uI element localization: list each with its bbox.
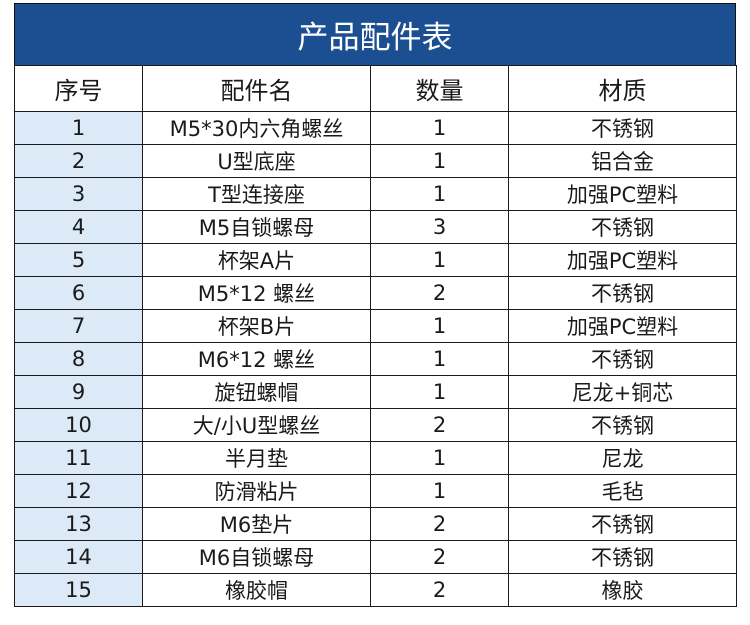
quantity: 1: [370, 441, 509, 475]
table-row: 12 防滑粘片 1 毛毡: [14, 474, 737, 508]
part-name: 旋钮螺帽: [142, 375, 371, 409]
part-name: 大/小U型螺丝: [142, 408, 371, 442]
material: 不锈钢: [508, 111, 737, 145]
material: 毛毡: [508, 474, 737, 508]
material: 不锈钢: [508, 540, 737, 574]
part-name: M6*12 螺丝: [142, 342, 371, 376]
table-row: 9 旋钮螺帽 1 尼龙+铜芯: [14, 375, 737, 409]
quantity: 2: [370, 540, 509, 574]
quantity: 2: [370, 408, 509, 442]
row-index: 8: [14, 342, 143, 376]
row-index: 3: [14, 177, 143, 211]
parts-grid: 序号 配件名 数量 材质 1 M5*30内六角螺丝 1 不锈钢 2 U型底座 1 铝合金 3 T型…: [14, 65, 737, 607]
row-index: 7: [14, 309, 143, 343]
part-name: 半月垫: [142, 441, 371, 475]
row-index: 1: [14, 111, 143, 145]
part-name: 橡胶帽: [142, 573, 371, 607]
quantity: 1: [370, 375, 509, 409]
part-name: 杯架A片: [142, 243, 371, 277]
header-index: 序号: [14, 65, 143, 112]
part-name: 杯架B片: [142, 309, 371, 343]
row-index: 6: [14, 276, 143, 310]
table-row: 6 M5*12 螺丝 2 不锈钢: [14, 276, 737, 310]
quantity: 2: [370, 507, 509, 541]
material: 不锈钢: [508, 408, 737, 442]
row-index: 4: [14, 210, 143, 244]
quantity: 1: [370, 243, 509, 277]
material: 不锈钢: [508, 342, 737, 376]
material: 不锈钢: [508, 507, 737, 541]
part-name: M6自锁螺母: [142, 540, 371, 574]
quantity: 3: [370, 210, 509, 244]
quantity: 1: [370, 144, 509, 178]
header-material: 材质: [508, 65, 737, 112]
table-row: 7 杯架B片 1 加强PC塑料: [14, 309, 737, 343]
table-title: 产品配件表: [14, 3, 736, 65]
material: 加强PC塑料: [508, 243, 737, 277]
table-row: 10 大/小U型螺丝 2 不锈钢: [14, 408, 737, 442]
table-row: 8 M6*12 螺丝 1 不锈钢: [14, 342, 737, 376]
part-name: M5*12 螺丝: [142, 276, 371, 310]
quantity: 1: [370, 474, 509, 508]
row-index: 13: [14, 507, 143, 541]
quantity: 2: [370, 573, 509, 607]
quantity: 2: [370, 276, 509, 310]
part-name: M5*30内六角螺丝: [142, 111, 371, 145]
row-index: 5: [14, 243, 143, 277]
quantity: 1: [370, 177, 509, 211]
table-row: 13 M6垫片 2 不锈钢: [14, 507, 737, 541]
part-name: M5自锁螺母: [142, 210, 371, 244]
part-name: U型底座: [142, 144, 371, 178]
parts-table: 产品配件表 序号 配件名 数量 材质 1 M5*30内六角螺丝 1 不锈钢 2 U型底座 1…: [14, 3, 737, 607]
quantity: 1: [370, 111, 509, 145]
quantity: 1: [370, 342, 509, 376]
material: 橡胶: [508, 573, 737, 607]
material: 尼龙: [508, 441, 737, 475]
material: 不锈钢: [508, 210, 737, 244]
row-index: 15: [14, 573, 143, 607]
material: 铝合金: [508, 144, 737, 178]
row-index: 9: [14, 375, 143, 409]
quantity: 1: [370, 309, 509, 343]
part-name: 防滑粘片: [142, 474, 371, 508]
row-index: 12: [14, 474, 143, 508]
header-row: 序号 配件名 数量 材质: [14, 65, 737, 112]
table-row: 14 M6自锁螺母 2 不锈钢: [14, 540, 737, 574]
material: 尼龙+铜芯: [508, 375, 737, 409]
table-row: 2 U型底座 1 铝合金: [14, 144, 737, 178]
material: 加强PC塑料: [508, 309, 737, 343]
table-row: 4 M5自锁螺母 3 不锈钢: [14, 210, 737, 244]
row-index: 2: [14, 144, 143, 178]
table-row: 15 橡胶帽 2 橡胶: [14, 573, 737, 607]
row-index: 10: [14, 408, 143, 442]
table-row: 11 半月垫 1 尼龙: [14, 441, 737, 475]
material: 不锈钢: [508, 276, 737, 310]
row-index: 14: [14, 540, 143, 574]
material: 加强PC塑料: [508, 177, 737, 211]
table-row: 5 杯架A片 1 加强PC塑料: [14, 243, 737, 277]
table-row: 1 M5*30内六角螺丝 1 不锈钢: [14, 111, 737, 145]
table-row: 3 T型连接座 1 加强PC塑料: [14, 177, 737, 211]
row-index: 11: [14, 441, 143, 475]
header-quantity: 数量: [370, 65, 509, 112]
part-name: M6垫片: [142, 507, 371, 541]
header-part-name: 配件名: [142, 65, 371, 112]
part-name: T型连接座: [142, 177, 371, 211]
